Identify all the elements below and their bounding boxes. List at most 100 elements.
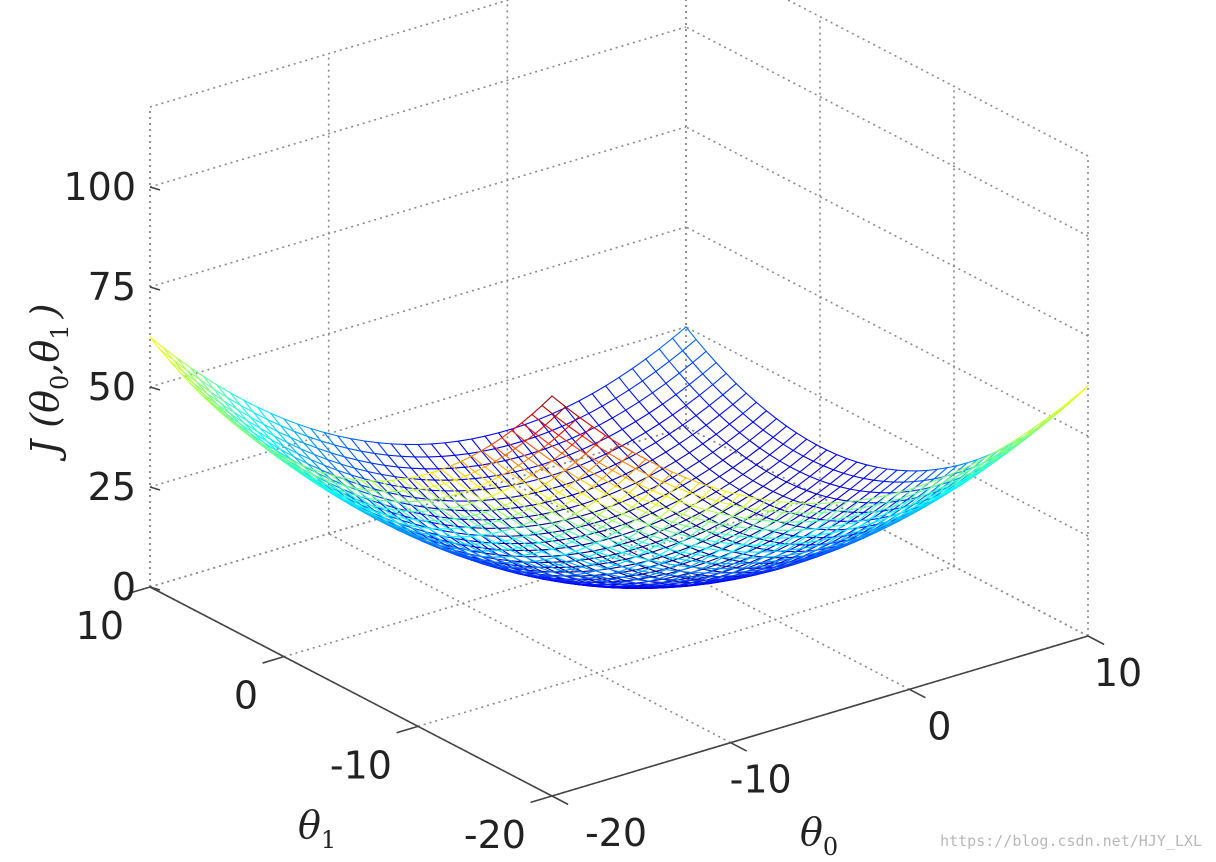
mesh-segment [377,442,392,445]
mesh-segment [775,543,791,552]
mesh-segment [618,542,633,549]
mesh-segment [712,486,727,493]
mesh-segment [333,482,349,494]
mesh-segment [326,459,339,471]
mesh-segment [471,535,486,545]
mesh-segment [692,434,704,445]
mesh-segment [554,518,566,525]
mesh-segment [527,458,543,469]
mesh-segment [491,495,506,506]
mesh-segment [591,485,607,495]
mesh-segment [749,485,764,496]
mesh-segment [615,564,630,569]
mesh-segment [564,550,577,556]
mesh-segment [524,489,536,497]
mesh-segment [497,484,513,489]
mesh-segment [618,567,630,573]
mesh-segment [578,400,590,414]
mesh-segment [558,535,573,543]
mesh-segment [219,402,235,413]
mesh-segment [769,495,784,506]
mesh-segment [795,541,811,545]
mesh-segment [404,517,416,521]
mesh-segment [618,537,630,544]
mesh-segment [645,423,660,433]
mesh-segment [1047,407,1062,419]
mesh-segment [330,452,345,458]
y-tick-label: -20 [464,813,526,857]
mesh-segment [692,505,707,511]
mesh-segment [256,430,272,440]
mesh-segment [829,539,841,548]
mesh-segment [407,477,422,481]
mesh-segment [511,422,523,432]
mesh-segment [417,499,429,502]
mesh-segment [427,527,443,537]
mesh-segment [611,513,623,522]
mesh-segment [765,529,778,539]
mesh-segment [548,488,560,500]
mesh-segment [809,475,821,482]
mesh-segment [357,459,372,464]
mesh-segment [692,424,707,436]
mesh-segment [846,490,861,502]
mesh-segment [581,425,593,437]
mesh-segment [873,514,885,524]
mesh-segment [169,360,181,374]
mesh-segment [460,535,473,538]
mesh-segment [337,435,349,449]
mesh-segment [655,536,670,543]
mesh-segment [638,401,650,414]
mesh-segment [631,358,647,370]
mesh-segment [239,404,255,414]
mesh-segment [471,438,483,452]
mesh-segment [718,568,731,574]
mesh-segment [795,432,808,440]
mesh-segment [420,513,436,517]
mesh-segment [404,515,416,525]
mesh-segment [873,494,888,499]
mesh-segment [514,562,530,569]
mesh-segment [504,500,516,506]
mesh-segment [672,525,684,533]
mesh-segment [735,440,751,452]
mesh-segment [457,440,469,455]
mesh-segment [564,407,577,421]
mesh-segment [340,476,352,480]
mesh-segment [484,435,496,450]
mesh-segment [430,509,443,512]
mesh-segment [611,473,627,481]
mesh-segment [491,509,503,520]
mesh-segment [668,433,680,445]
mesh-segment [802,545,814,554]
mesh-segment [266,418,278,432]
mesh-segment [544,541,556,550]
mesh-segment [745,457,757,466]
mesh-segment [541,551,556,558]
mesh-segment [611,460,623,471]
x-tick-mark [730,741,748,752]
mesh-segment [883,469,898,482]
mesh-segment [420,532,432,536]
mesh-segment [280,454,292,461]
grid-line [149,326,687,488]
mesh-segment [846,521,858,531]
mesh-segment [477,525,493,535]
mesh-segment [829,524,845,528]
mesh-segment [347,447,359,461]
mesh-segment [715,490,727,502]
mesh-segment [367,497,382,509]
mesh-segment [769,454,781,462]
mesh-segment [340,463,355,469]
mesh-segment [621,529,637,536]
mesh-segment [715,433,727,444]
mesh-segment [477,464,489,478]
mesh-segment [605,531,617,539]
mesh-segment [387,500,402,512]
mesh-segment [899,487,915,493]
mesh-segment [816,545,831,551]
mesh-segment [782,495,794,501]
mesh-segment [648,556,664,562]
mesh-segment [728,528,741,534]
mesh-segment [628,457,640,468]
